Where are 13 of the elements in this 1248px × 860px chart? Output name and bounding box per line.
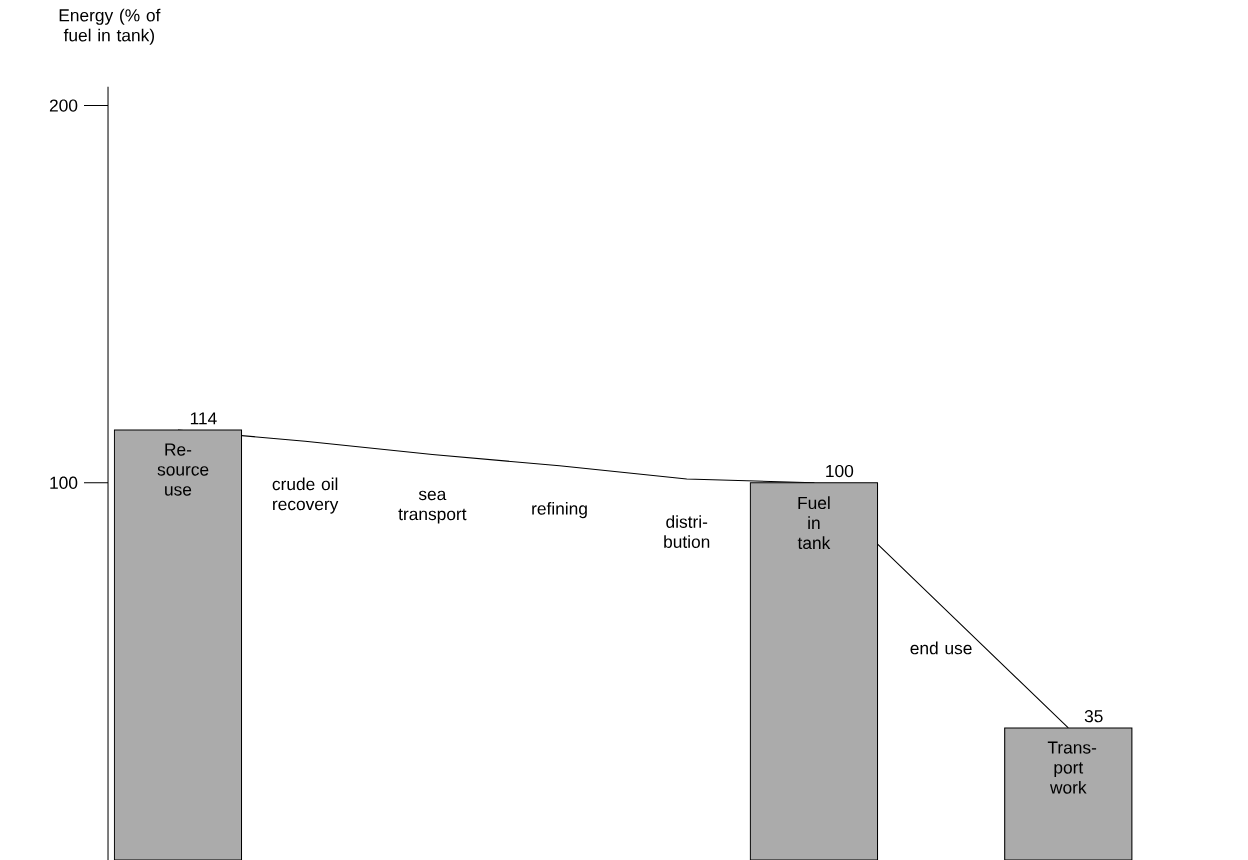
x-tick-label: Re-source use [157, 443, 209, 496]
x-tick-label: refining [532, 502, 587, 519]
y-tick-label: 200 [49, 99, 78, 112]
x-tick-label: Fuel in tank [797, 496, 831, 550]
x-tick-label: crude oil recovery [272, 477, 339, 514]
x-tick-label: Trans-port work [1047, 741, 1097, 794]
y-axis-title: Energy (% of fuel in tank) [59, 8, 161, 45]
x-tick-label: end use [910, 641, 972, 655]
data-label: 35 [1084, 710, 1103, 723]
data-label: 100 [826, 464, 854, 478]
x-tick-label: sea transport [398, 490, 467, 524]
data-label: 114 [190, 412, 217, 425]
x-tick-label: distri-bution [664, 515, 710, 548]
